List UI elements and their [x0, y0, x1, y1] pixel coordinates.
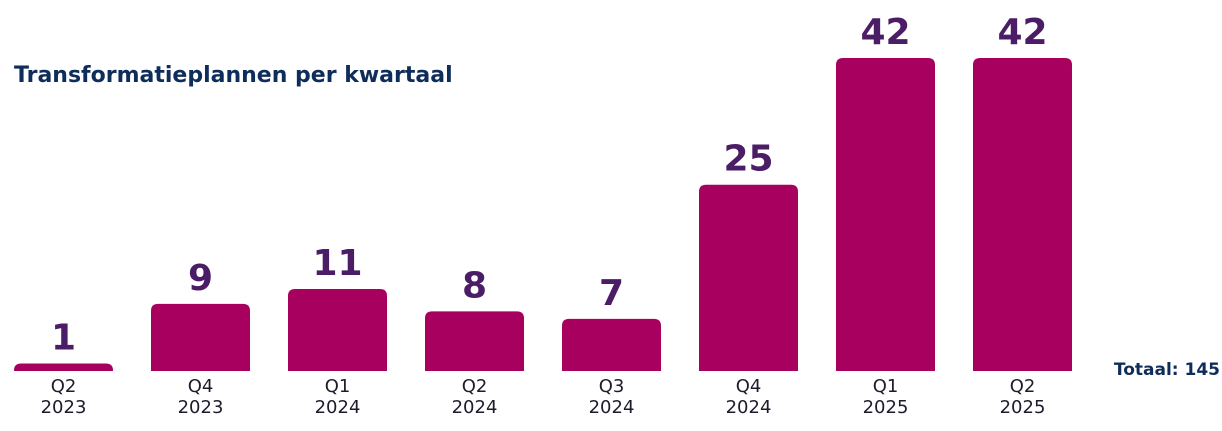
bar: [699, 184, 798, 371]
value-label: 42: [860, 12, 910, 53]
x-tick-label: Q4 2024: [725, 376, 772, 418]
chart-title: Transformatieplannen per kwartaal: [14, 63, 453, 88]
total-annotation: Totaal: 145: [1114, 360, 1220, 380]
x-tick-label: Q4 2023: [177, 376, 224, 418]
x-tick-label: Q2 2024: [451, 376, 498, 418]
bar: [973, 58, 1072, 371]
x-tick-label: Q1 2024: [314, 376, 361, 418]
value-label: 1: [51, 318, 76, 359]
value-label: 42: [997, 12, 1047, 53]
x-tick-label: Q3 2024: [588, 376, 635, 418]
bar: [288, 289, 387, 371]
value-label: 8: [462, 265, 487, 306]
bar: [836, 58, 935, 371]
value-label: 9: [188, 258, 213, 299]
value-label: 7: [599, 273, 624, 314]
x-tick-label: Q2 2023: [40, 376, 87, 418]
x-tick-label: Q2 2025: [999, 376, 1046, 418]
bar: [425, 311, 524, 371]
bar: [14, 363, 113, 371]
value-label: 11: [312, 243, 362, 284]
bar: [151, 303, 250, 371]
value-label: 25: [723, 139, 773, 180]
x-tick-label: Q1 2025: [862, 376, 909, 418]
bar: [562, 318, 661, 371]
